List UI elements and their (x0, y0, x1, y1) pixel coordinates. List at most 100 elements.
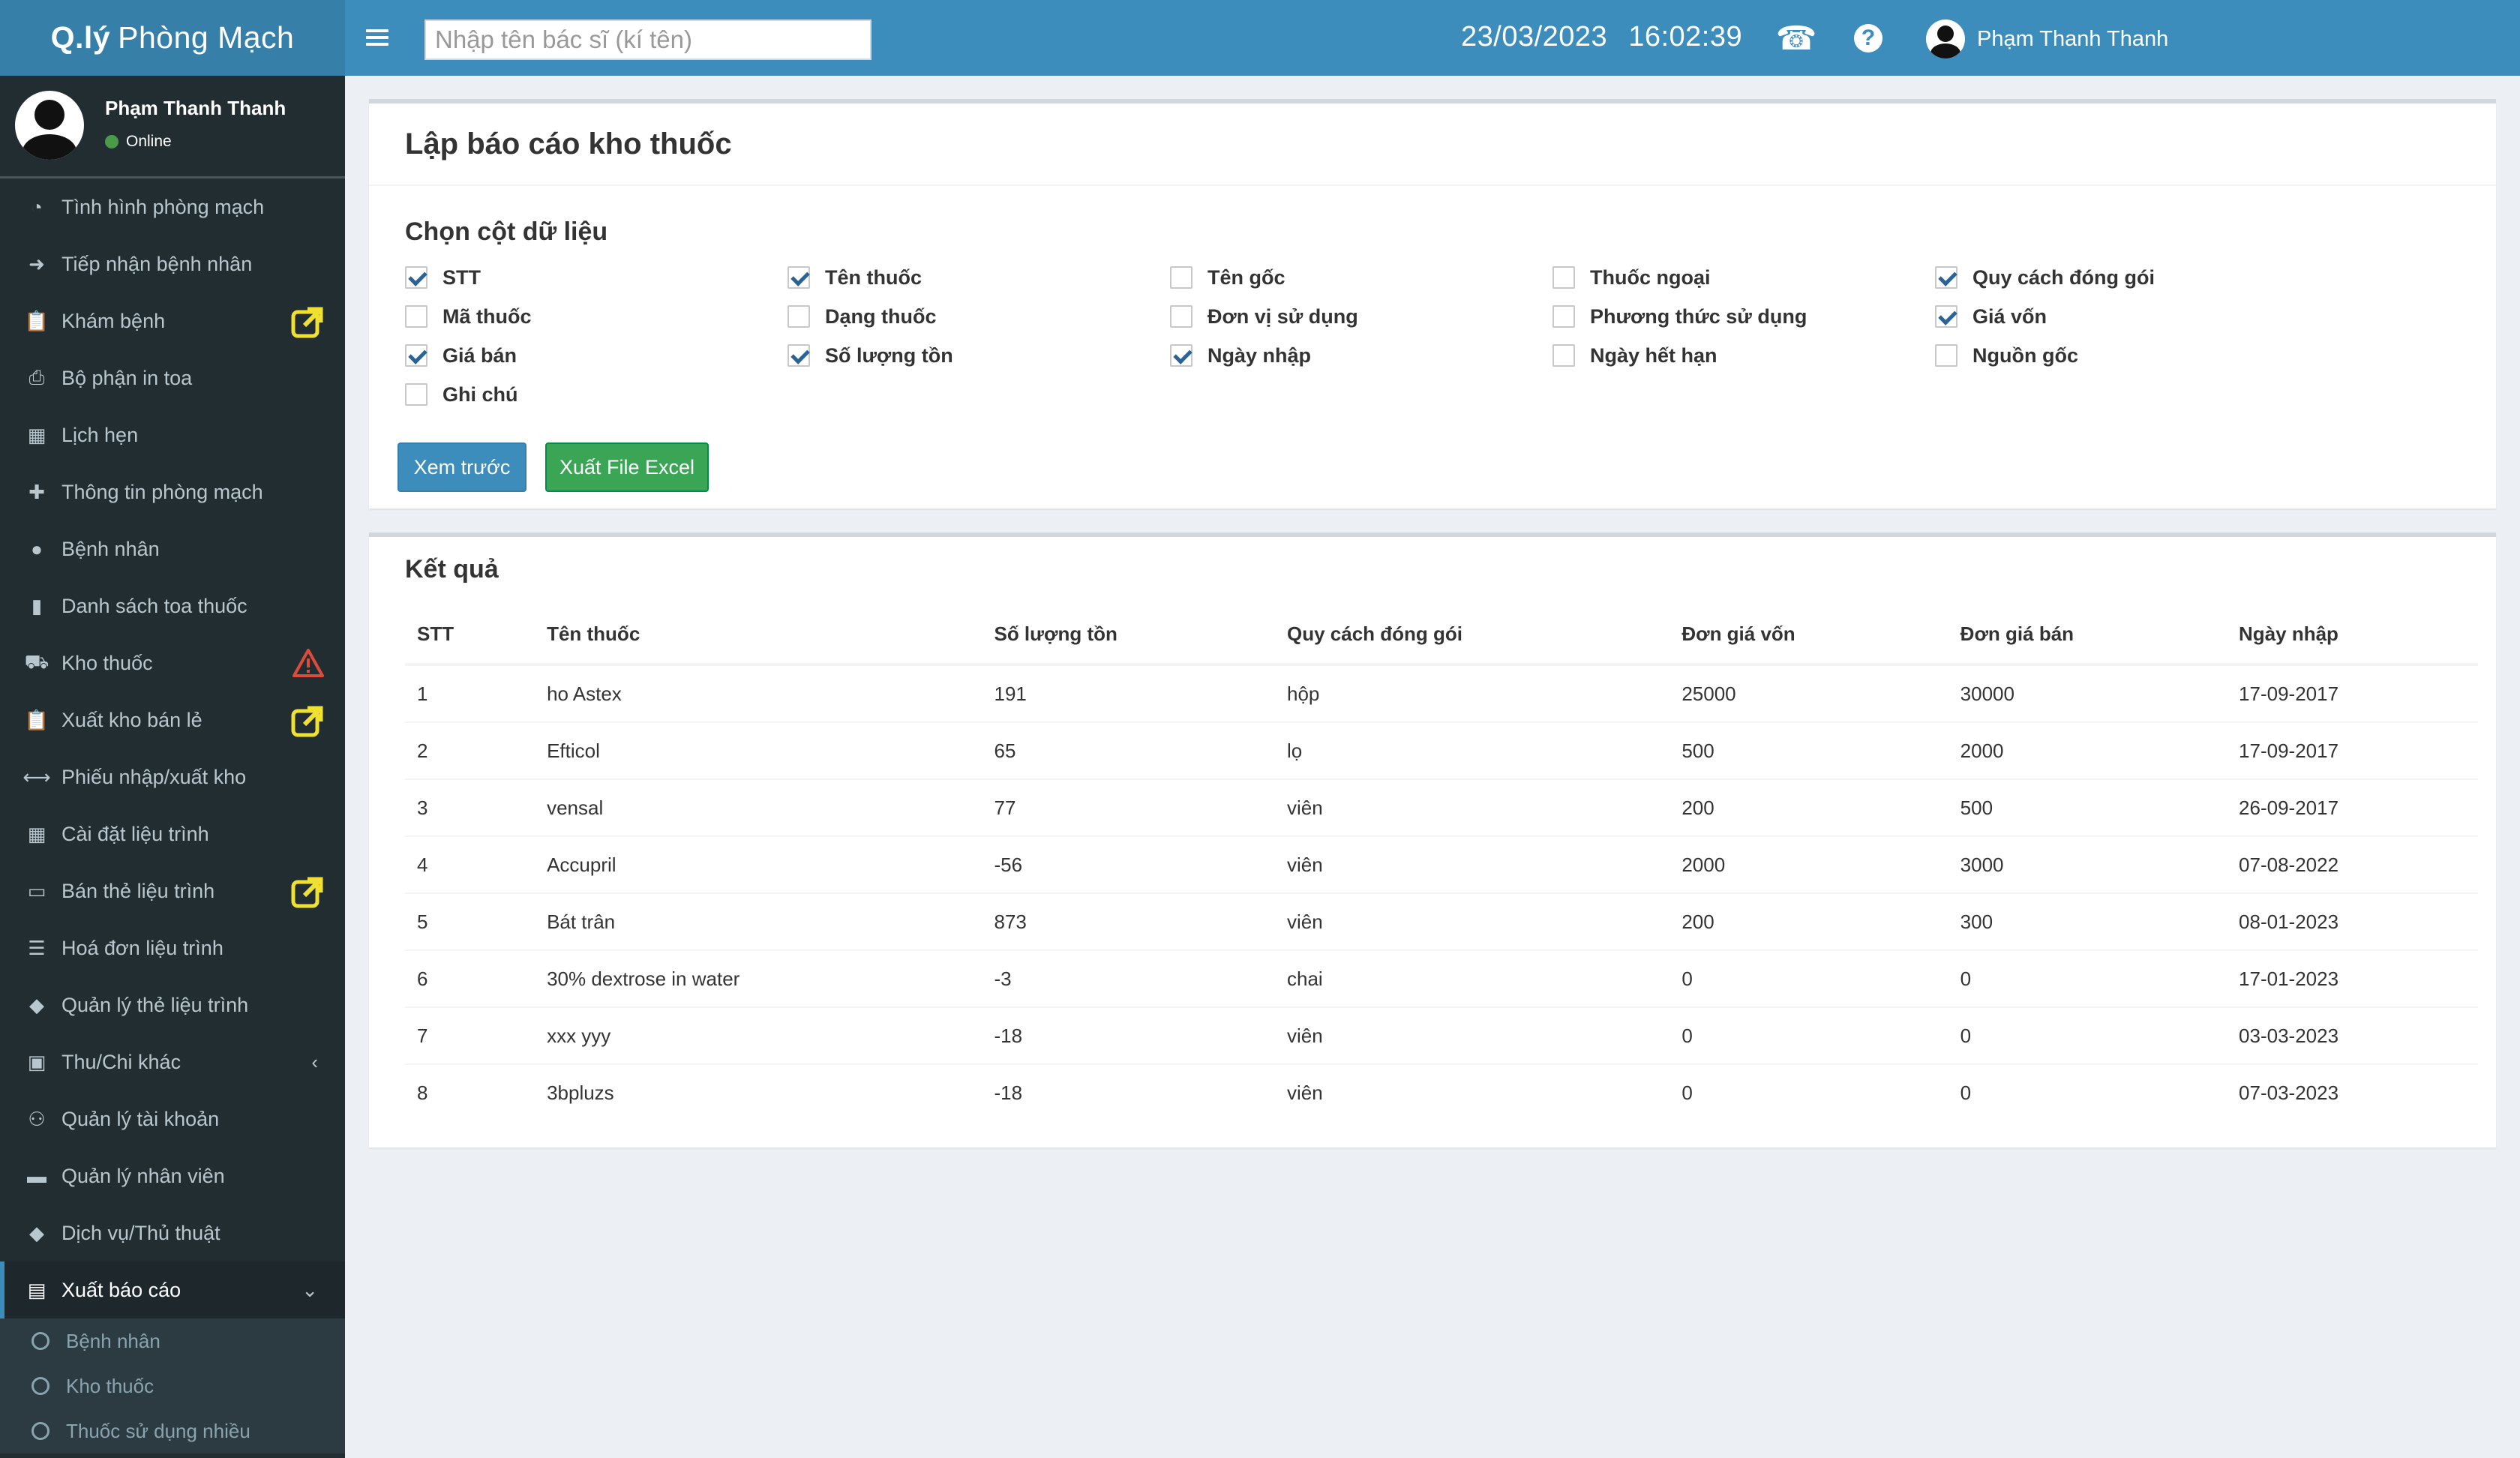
sidebar-menu: ◔ Tình hình phòng mạch ➜ Tiếp nhận bệnh nhâ… (0, 178, 345, 1318)
column-header[interactable]: Số lượng tồn (982, 604, 1276, 666)
sidebar-item[interactable]: ▣ Thu/Chi khác ‹ (0, 1034, 345, 1090)
external-link-icon[interactable] (291, 876, 324, 914)
column-option[interactable]: Ghi chú (405, 380, 518, 410)
sidebar-item[interactable]: 📋 Xuất kho bán lẻ (0, 692, 345, 748)
sidebar-item[interactable]: ⎙ Bộ phận in toa (0, 350, 345, 406)
sidebar-item[interactable]: ▦ Lịch hẹn (0, 406, 345, 464)
column-option[interactable]: Ngày hết hạn (1552, 340, 1718, 370)
sidebar-item[interactable]: ✚ Thông tin phòng mạch (0, 464, 345, 520)
user-icon: ● (31, 537, 43, 560)
sidebar-item[interactable]: 📋 Khám bệnh (0, 292, 345, 350)
table-cell: 17-09-2017 (2227, 722, 2478, 779)
checkbox[interactable] (405, 383, 428, 406)
column-option[interactable]: Nguồn gốc (1935, 340, 2078, 370)
user-menu[interactable]: Phạm Thanh Thanh (1926, 18, 2168, 60)
sidebar-item[interactable]: ▤ Xuất báo cáo ⌄ (0, 1262, 345, 1318)
sidebar-item[interactable]: ▮ Danh sách toa thuốc (0, 578, 345, 634)
sidebar-item[interactable]: ⟷ Phiếu nhập/xuất kho (0, 748, 345, 806)
sidebar-item[interactable]: ▬ Quản lý nhân viên (0, 1148, 345, 1204)
column-option[interactable]: Ngày nhập (1170, 340, 1311, 370)
submenu-item[interactable]: Thuốc sử dụng nhiều (0, 1408, 345, 1454)
checkbox[interactable] (1170, 266, 1192, 289)
sidebar-item[interactable]: ⚇ Quản lý tài khoản (0, 1090, 345, 1148)
column-option-label: Số lượng tồn (825, 344, 953, 367)
submenu-item-label: Kho thuốc (66, 1374, 154, 1397)
checkbox[interactable] (1170, 344, 1192, 367)
checkbox[interactable] (1552, 305, 1575, 328)
sidebar-item[interactable]: ☰ Hoá đơn liệu trình (0, 920, 345, 976)
app-logo[interactable]: Q.lý Phòng Mạch (0, 0, 345, 76)
external-link-icon[interactable] (291, 306, 324, 344)
column-option-label: Nguồn gốc (1972, 344, 2078, 367)
results-table: STT Tên thuốc Số lượng tồn Quy cách đóng gó… (405, 604, 2478, 1120)
sidebar-item[interactable]: ▦ Cài đặt liệu trình (0, 806, 345, 862)
checkbox[interactable] (405, 266, 428, 289)
checkbox[interactable] (1935, 266, 1958, 289)
table-cell: 08-01-2023 (2227, 892, 2478, 950)
column-option-label: Ghi chú (442, 382, 518, 406)
phone-icon[interactable]: ☎ (1775, 20, 1817, 57)
column-option[interactable]: Phương thức sử dụng (1552, 302, 1807, 332)
checkbox[interactable] (788, 305, 810, 328)
submenu-item[interactable]: Kho thuốc (0, 1364, 345, 1408)
menu-toggle-icon[interactable] (366, 26, 388, 48)
column-option[interactable]: Mã thuốc (405, 302, 532, 332)
column-option-label: Ngày nhập (1208, 344, 1312, 367)
checkbox[interactable] (1935, 344, 1958, 367)
column-header[interactable]: Ngày nhập (2227, 604, 2478, 666)
warning-icon[interactable] (292, 648, 324, 683)
checkbox[interactable] (1935, 305, 1958, 328)
column-header[interactable]: Đơn giá vốn (1670, 604, 1948, 666)
column-header[interactable]: Quy cách đóng gói (1275, 604, 1670, 666)
column-option[interactable]: Số lượng tồn (788, 340, 953, 370)
checkbox[interactable] (1552, 266, 1575, 289)
column-option[interactable]: Giá vốn (1935, 302, 2047, 332)
column-option[interactable]: Tên gốc (1170, 262, 1286, 292)
excel-file-icon: ▤ (27, 1278, 46, 1301)
checkbox[interactable] (788, 266, 810, 289)
sidebar-item[interactable]: ➜ Tiếp nhận bệnh nhân (0, 236, 345, 292)
checkbox[interactable] (788, 344, 810, 367)
submenu-item-label: Thuốc sử dụng nhiều (66, 1419, 250, 1442)
external-link-icon[interactable] (291, 705, 324, 743)
sidebar-item[interactable]: ▭ Bán thẻ liệu trình (0, 862, 345, 920)
table-cell: 200 (1670, 778, 1948, 836)
arrows-h-icon: ⟷ (22, 765, 51, 788)
sidebar-item-label: Bộ phận in toa (62, 366, 193, 389)
column-option[interactable]: Dạng thuốc (788, 302, 937, 332)
column-option[interactable]: Thuốc ngoại (1552, 262, 1710, 292)
chevron-down-icon: ⌄ (302, 1278, 318, 1301)
table-cell: 30000 (1948, 664, 2228, 722)
sidebar-item-label: Danh sách toa thuốc (62, 594, 248, 617)
preview-button[interactable]: Xem trước (398, 442, 526, 492)
column-option[interactable]: STT (405, 262, 481, 292)
doctor-search-input[interactable] (424, 20, 872, 60)
column-header[interactable]: Tên thuốc (535, 604, 982, 666)
sidebar-item[interactable]: ● Bệnh nhân (0, 520, 345, 578)
sidebar-item[interactable]: ◆ Quản lý thẻ liệu trình (0, 976, 345, 1034)
table-cell: 2 (405, 722, 536, 779)
submenu-item[interactable]: Bệnh nhân (0, 1318, 345, 1364)
column-header[interactable]: STT (405, 604, 536, 666)
sidebar-item[interactable]: ◔ Tình hình phòng mạch (0, 178, 345, 236)
column-option[interactable]: Quy cách đóng gói (1935, 262, 2155, 292)
column-option[interactable]: Tên thuốc (788, 262, 922, 292)
table-cell: 300 (1948, 892, 2228, 950)
checkbox[interactable] (1170, 305, 1192, 328)
table-cell: chai (1275, 950, 1670, 1007)
column-header[interactable]: Đơn giá bán (1948, 604, 2228, 666)
checkbox[interactable] (405, 344, 428, 367)
sidebar-item-label: Tiếp nhận bệnh nhân (62, 252, 253, 275)
sidebar-item[interactable]: ⛟ Kho thuốc (0, 634, 345, 692)
help-icon[interactable]: ? (1851, 21, 1886, 56)
table-cell: 3 (405, 778, 536, 836)
table-icon: ▦ (27, 822, 46, 845)
checkbox[interactable] (405, 305, 428, 328)
export-excel-button[interactable]: Xuất File Excel (545, 442, 709, 492)
column-option[interactable]: Giá bán (405, 340, 517, 370)
checkbox[interactable] (1552, 344, 1575, 367)
sidebar-item[interactable]: ◆ Dịch vụ/Thủ thuật (0, 1204, 345, 1262)
clipboard-icon: 📋 (24, 708, 50, 731)
sidebar-item-label: Bán thẻ liệu trình (62, 879, 215, 902)
column-option[interactable]: Đơn vị sử dụng (1170, 302, 1358, 332)
